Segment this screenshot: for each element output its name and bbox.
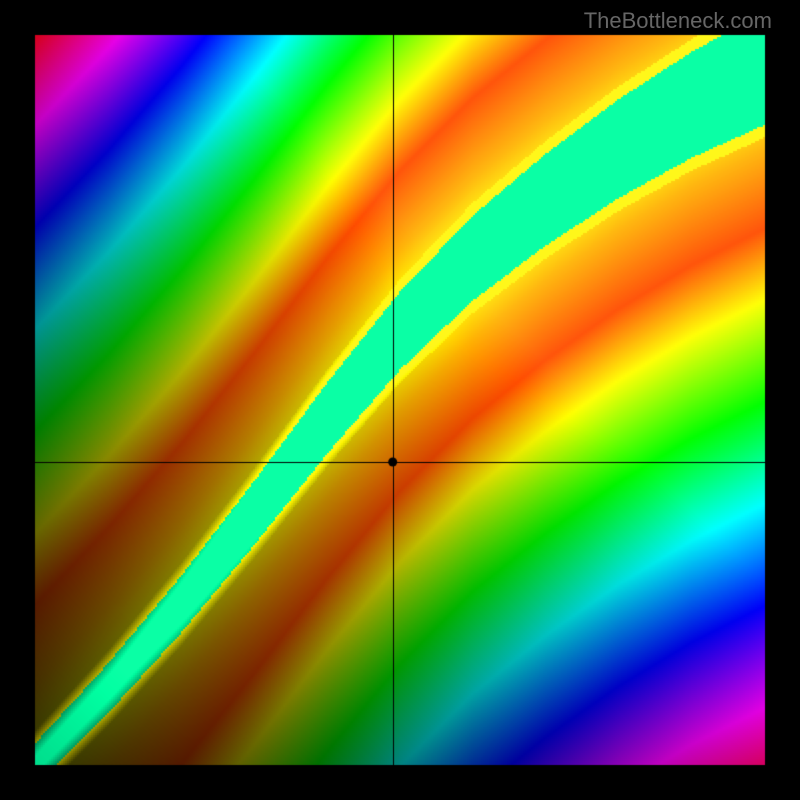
bottleneck-heatmap — [0, 0, 800, 800]
chart-container: TheBottleneck.com — [0, 0, 800, 800]
watermark-text: TheBottleneck.com — [584, 8, 772, 34]
